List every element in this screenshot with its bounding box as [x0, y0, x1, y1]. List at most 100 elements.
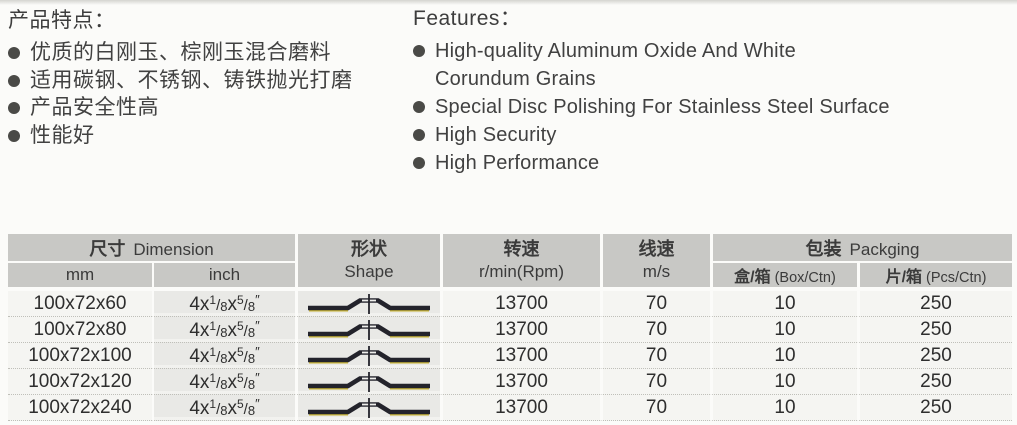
cell-shape: [295, 317, 440, 343]
cell-mm: 100x72x80: [8, 317, 152, 343]
features-title-cn: 产品特点：: [8, 9, 116, 32]
spec-row: 100x72x100 4x1/8x5/8″ 13700 70 10 250: [8, 343, 1012, 369]
cell-shape: [295, 291, 440, 317]
features-section-en: Features： High-quality Aluminum Oxide An…: [413, 2, 1014, 177]
bullet-icon: [8, 47, 20, 59]
header-packing-en: Packging: [849, 239, 920, 259]
feature-text: High-quality Aluminum Oxide And White Co…: [435, 40, 796, 90]
cell-rpm: 13700: [440, 369, 600, 395]
spec-table: 尺寸 Dimension 形状 Shape 转速 r/min(Rpm) 线速 m/s 包…: [8, 234, 1012, 421]
header-inch: inch: [152, 263, 295, 291]
cell-inch: 4x1/8x5/8″: [152, 369, 295, 395]
header-dimension-en: Dimension: [133, 239, 214, 259]
cell-pcs: 250: [857, 343, 1012, 369]
bullet-icon: [413, 45, 425, 57]
flap-disc-profile-icon: [308, 397, 430, 418]
cell-pcs: 250: [857, 395, 1012, 421]
bullet-icon: [413, 157, 425, 169]
feature-text: High Performance: [435, 152, 600, 174]
spec-row: 100x72x80 4x1/8x5/8″ 13700 70 10 250: [8, 317, 1012, 343]
cell-mm: 100x72x60: [8, 291, 152, 317]
feature-item: 适用碳钢、不锈钢、铸铁抛光打磨: [8, 67, 408, 95]
bullet-icon: [8, 74, 20, 87]
feature-item: High Performance: [413, 149, 1014, 177]
cell-box: 10: [710, 317, 857, 343]
feature-item: 优质的白刚玉、棕刚玉混合磨料: [8, 39, 408, 67]
cell-inch: 4x1/8x5/8″: [152, 317, 295, 343]
cell-pcs: 250: [857, 317, 1012, 343]
header-dimension: 尺寸 Dimension: [8, 234, 295, 263]
features-title-en: Features：: [413, 7, 522, 30]
header-rpm-en: r/min(Rpm): [479, 262, 564, 282]
cell-mps: 70: [600, 369, 710, 395]
cell-rpm: 13700: [440, 395, 600, 421]
cell-rpm: 13700: [440, 317, 600, 343]
features-list-en: High-quality Aluminum Oxide And White Co…: [413, 37, 1014, 177]
header-rpm: 转速 r/min(Rpm): [440, 234, 600, 291]
header-box-cn: 盒/箱: [734, 269, 771, 286]
feature-item: High-quality Aluminum Oxide And White Co…: [413, 37, 1014, 93]
header-pcs-cn: 片/箱: [885, 269, 923, 286]
header-pcs: 片/箱 (Pcs/Ctn): [857, 263, 1012, 291]
cell-inch: 4x1/8x5/8″: [152, 343, 295, 369]
cell-rpm: 13700: [440, 291, 600, 317]
header-shape-cn: 形状: [351, 238, 387, 259]
features-section-cn: 产品特点： 优质的白刚玉、棕刚玉混合磨料 适用碳钢、不锈钢、铸铁抛光打磨 产品安…: [8, 4, 408, 149]
cell-rpm: 13700: [440, 343, 600, 369]
spec-table-header: 尺寸 Dimension 形状 Shape 转速 r/min(Rpm) 线速 m/s 包…: [8, 234, 1012, 291]
header-box-en: (Box/Ctn): [774, 270, 836, 286]
feature-text: 产品安全性高: [30, 96, 159, 119]
cell-pcs: 250: [857, 369, 1012, 395]
bullet-icon: [413, 101, 425, 113]
header-pcs-en: (Pcs/Ctn): [926, 270, 987, 286]
spec-row: 100x72x240 4x1/8x5/8″ 13700 70 10 250: [8, 395, 1012, 421]
feature-item: 产品安全性高: [8, 94, 408, 122]
cell-shape: [295, 369, 440, 395]
header-mps: 线速 m/s: [600, 234, 710, 291]
bullet-icon: [8, 102, 20, 114]
cell-box: 10: [710, 291, 857, 317]
bullet-icon: [413, 129, 425, 141]
feature-item: 性能好: [8, 122, 408, 150]
feature-text: 适用碳钢、不锈钢、铸铁抛光打磨: [30, 68, 353, 92]
feature-item: High Security: [413, 121, 1014, 149]
spec-table-body: 100x72x60 4x1/8x5/8″ 13700 70 10 250 100…: [8, 291, 1012, 421]
header-mm: mm: [8, 263, 152, 291]
header-mps-cn: 线速: [638, 238, 675, 259]
cell-mm: 100x72x100: [8, 343, 152, 369]
cell-mm: 100x72x240: [8, 395, 152, 421]
header-box: 盒/箱 (Box/Ctn): [710, 263, 857, 291]
feature-text: 性能好: [30, 123, 95, 147]
header-mps-en: m/s: [642, 262, 671, 282]
header-rpm-cn: 转速: [503, 238, 540, 259]
flap-disc-profile-icon: [308, 371, 430, 392]
cell-mm: 100x72x120: [8, 369, 152, 395]
cell-mps: 70: [600, 317, 710, 343]
cell-inch: 4x1/8x5/8″: [152, 395, 295, 421]
header-packing-cn: 包装: [805, 238, 842, 259]
cell-mps: 70: [600, 343, 710, 369]
flap-disc-profile-icon: [308, 345, 430, 366]
cell-box: 10: [710, 343, 857, 369]
cell-box: 10: [710, 369, 857, 395]
flap-disc-profile-icon: [308, 293, 430, 314]
features-list-cn: 优质的白刚玉、棕刚玉混合磨料 适用碳钢、不锈钢、铸铁抛光打磨 产品安全性高 性能…: [8, 39, 408, 149]
cell-inch: 4x1/8x5/8″: [152, 291, 295, 317]
flap-disc-profile-icon: [308, 319, 430, 340]
bullet-icon: [8, 129, 20, 142]
header-shape: 形状 Shape: [295, 234, 440, 291]
feature-item: Special Disc Polishing For Stainless Ste…: [413, 93, 1014, 121]
cell-shape: [295, 395, 440, 421]
feature-text: High Security: [435, 124, 557, 146]
cell-box: 10: [710, 395, 857, 421]
cell-mps: 70: [600, 291, 710, 317]
spec-row: 100x72x120 4x1/8x5/8″ 13700 70 10 250: [8, 369, 1012, 395]
spec-row: 100x72x60 4x1/8x5/8″ 13700 70 10 250: [8, 291, 1012, 317]
header-packing: 包装 Packging: [710, 234, 1012, 263]
header-shape-en: Shape: [344, 262, 394, 282]
cell-pcs: 250: [857, 291, 1012, 317]
feature-text: Special Disc Polishing For Stainless Ste…: [435, 96, 890, 118]
cell-mps: 70: [600, 395, 710, 421]
header-dimension-cn: 尺寸: [89, 238, 126, 259]
feature-text: 优质的白刚玉、棕刚玉混合磨料: [30, 41, 331, 64]
